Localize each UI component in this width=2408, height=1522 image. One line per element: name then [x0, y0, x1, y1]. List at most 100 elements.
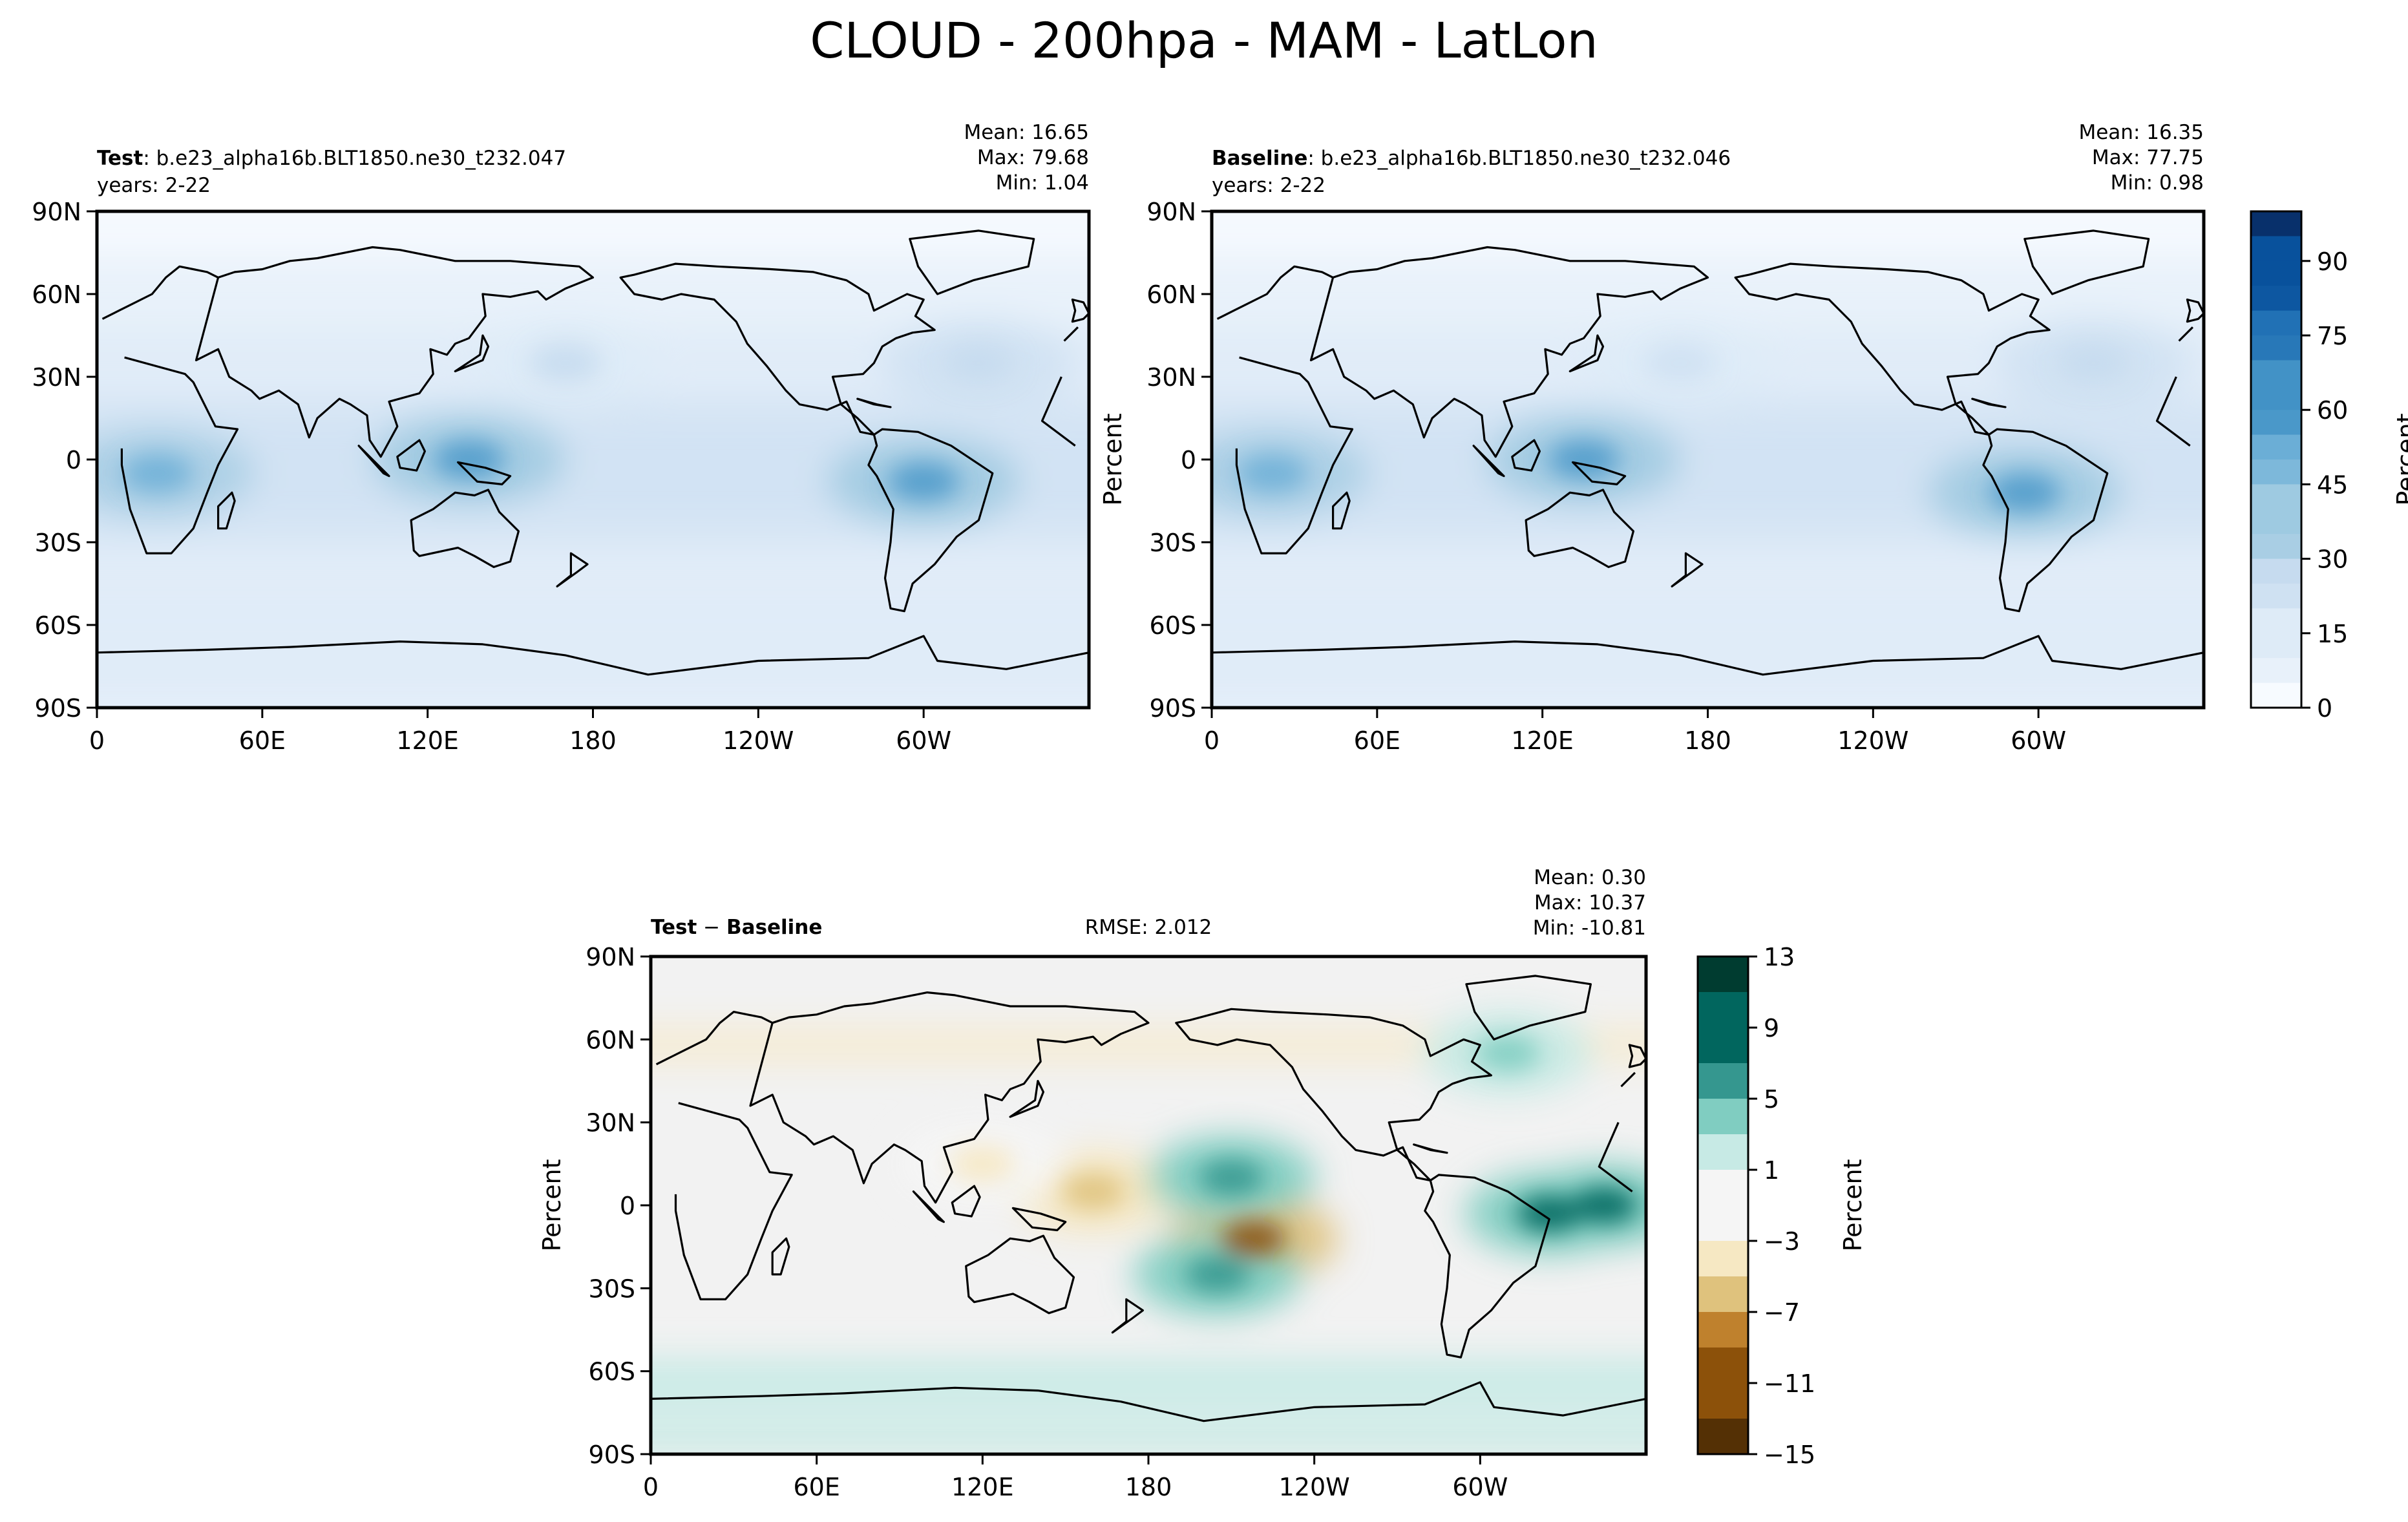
colorbar-tick-label: 0 — [2317, 694, 2332, 723]
diff-sharp-layer — [950, 1035, 1637, 1293]
coast-greenland — [909, 229, 1035, 295]
colorbar-frame — [2250, 210, 2303, 709]
coast-newzealand — [556, 552, 589, 587]
x-tick-label: 0 — [643, 1473, 659, 1501]
panel-header-difference: Test − Baseline RMSE: 2.012 Mean: 0.30Max:… — [651, 866, 1646, 940]
x-tick-label: 0 — [89, 726, 105, 755]
coast-madagascar — [1332, 491, 1351, 530]
colorbar-tick-label: 75 — [2317, 322, 2348, 350]
x-tick-label: 60E — [239, 726, 286, 755]
colorbar-segment — [1698, 1419, 1748, 1455]
colorbar-segment — [1698, 1276, 1748, 1313]
y-tick-label: 60S — [35, 611, 81, 640]
coast-uk — [1628, 1044, 1646, 1068]
y-tick-label: 0 — [1181, 446, 1196, 474]
coast-eurasia — [195, 246, 595, 458]
case-label-name: : b.e23_alpha16b.BLT1850.ne30_t232.046 — [1307, 147, 1731, 170]
coast-europe — [1063, 326, 1079, 342]
case-label-bold-b: Baseline — [726, 916, 822, 939]
field-feature-core — [2058, 343, 2129, 383]
colorbar-segment — [1698, 1099, 1748, 1135]
stat-min: Min: 0.98 — [2111, 171, 2204, 195]
colorbar-segment — [2251, 335, 2301, 361]
coast-europe — [101, 265, 219, 320]
diff-band-south — [651, 1357, 1646, 1408]
coast-africa — [1235, 356, 1354, 555]
x-tick-label: 60W — [1452, 1473, 1508, 1501]
colorbar-segment — [2251, 558, 2301, 584]
coast-na — [1175, 1008, 1492, 1182]
colorbar-tick-label: 90 — [2317, 248, 2348, 276]
y-tick-label: 60S — [589, 1358, 635, 1386]
case-label-bold: Test — [97, 147, 143, 170]
x-tick-label: 60W — [2011, 726, 2066, 755]
coast-caribbean — [856, 397, 892, 408]
coast-sa — [1982, 428, 2109, 613]
y-tick-label: 60S — [1150, 611, 1196, 640]
coast-japan — [1568, 334, 1605, 373]
stat-max: Max: 79.68 — [977, 146, 1089, 169]
case-label-bold: Baseline — [1212, 147, 1307, 170]
colorbar-diff: 13 9 5 1 −3 −7 −11 −15 Percent — [1696, 943, 1867, 1469]
coast-borneo — [1511, 439, 1541, 472]
stat-max: Max: 77.75 — [2092, 146, 2204, 169]
field-feature-core — [1989, 473, 2060, 513]
colorbar-segment — [2251, 410, 2301, 436]
y-tick-label: 30S — [589, 1274, 635, 1303]
figure-title: CLOUD - 200hpa - MAM - LatLon — [810, 12, 1598, 69]
coast-na — [1734, 262, 2051, 436]
colorbar-blues: 0 15 30 45 60 75 90 Percent — [2250, 210, 2408, 723]
coast-japan — [454, 334, 490, 373]
y-tick-label: 30N — [1146, 363, 1196, 392]
colorbar-segment — [2251, 484, 2301, 510]
colorbar-segment — [1698, 1028, 1748, 1064]
colorbar-segment — [2251, 633, 2301, 659]
coast-australia — [1525, 489, 1634, 568]
field-band — [97, 211, 1089, 256]
colorbar-segment — [1698, 1063, 1748, 1099]
coast-sumatra — [1472, 445, 1505, 478]
colorbar-label: Percent — [2392, 414, 2408, 506]
colorbar-segment — [1698, 1205, 1748, 1242]
coast-europe — [655, 1011, 773, 1066]
y-tick-label: 90S — [35, 694, 81, 723]
field-band — [97, 644, 1089, 708]
y-tick-label: 30S — [35, 529, 81, 557]
diff-feature-core — [1475, 1035, 1541, 1072]
colorbar-segment — [2251, 360, 2301, 386]
field-band — [1212, 211, 2204, 256]
coast-sumatra — [357, 445, 390, 478]
case-label: Test: b.e23_alpha16b.BLT1850.ne30_t232.0… — [97, 147, 566, 170]
y-tick-label: 60N — [32, 280, 81, 309]
colorbar-segment — [1698, 957, 1748, 993]
coast-eurasia — [1309, 246, 1709, 458]
years-label: years: 2-22 — [97, 174, 211, 197]
diff-feature-core — [1199, 1159, 1264, 1196]
colorbar-segment — [2251, 608, 2301, 634]
y-tick-label: 60N — [586, 1026, 635, 1054]
colorbar-tick-label: −3 — [1764, 1227, 1800, 1256]
field-band — [1212, 644, 2204, 708]
colorbar-segment — [1698, 1134, 1748, 1170]
coast-eurasia — [749, 991, 1150, 1204]
coast-africa — [120, 356, 239, 555]
colorbar-segment — [2251, 310, 2301, 336]
y-tick-label: 30N — [32, 363, 81, 392]
coast-greenland — [1465, 975, 1592, 1041]
case-label-minus: − — [697, 916, 726, 939]
colorbar-segment — [2251, 286, 2301, 312]
map-field-baseline — [1212, 211, 2204, 708]
stat-max: Max: 10.37 — [1534, 891, 1646, 914]
field-feature-core — [888, 462, 960, 502]
case-label-name: : b.e23_alpha16b.BLT1850.ne30_t232.047 — [143, 147, 566, 170]
coast-caribbean — [1971, 397, 2007, 408]
x-tick-label: 60E — [793, 1473, 840, 1501]
colorbar-segment — [2251, 682, 2301, 708]
colorbar-tick-label: 9 — [1764, 1014, 1779, 1042]
panel-header-baseline: Baseline: b.e23_alpha16b.BLT1850.ne30_t2… — [1212, 121, 2204, 197]
case-label: Test − Baseline — [651, 916, 822, 939]
colorbar-frame — [1696, 955, 1749, 1455]
axis-ticks-difference: 0 60E 120E 180 120W 60W 90N 60N 30N 0 30S 60S 90S — [586, 943, 1508, 1501]
y-tick-label: 0 — [620, 1192, 635, 1220]
x-tick-label: 0 — [1204, 726, 1220, 755]
